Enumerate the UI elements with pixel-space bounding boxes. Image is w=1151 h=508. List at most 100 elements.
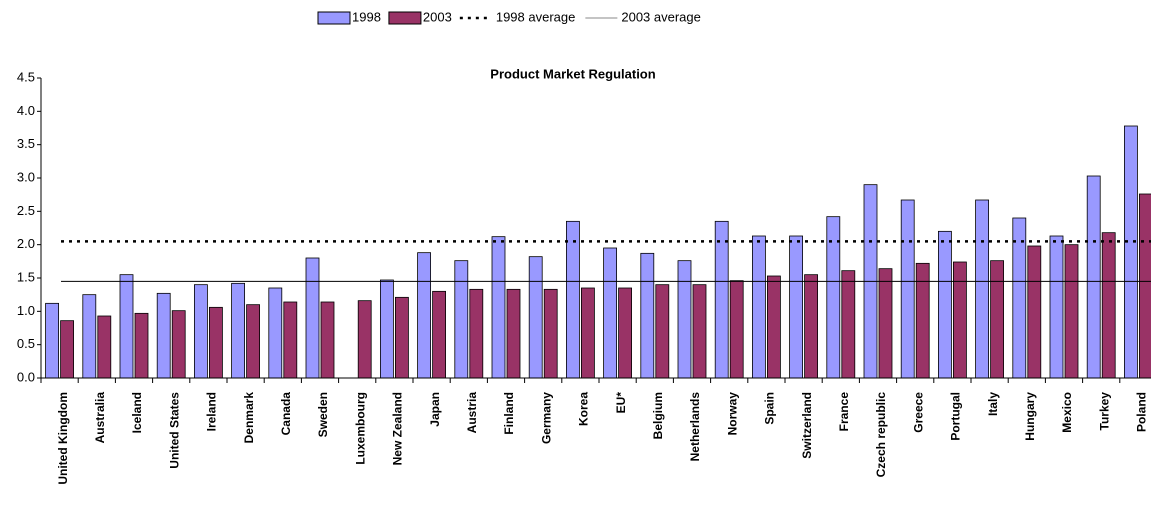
bar xyxy=(45,302,59,379)
bar xyxy=(618,287,632,379)
bar xyxy=(729,280,744,379)
bar xyxy=(1101,232,1116,379)
x-tick-label: Hungary xyxy=(1023,392,1037,441)
bar xyxy=(804,274,818,379)
bar xyxy=(432,290,447,379)
bar xyxy=(208,306,223,379)
bar xyxy=(305,257,320,379)
x-tick-label: Australia xyxy=(93,392,107,444)
x-tick-label: Austria xyxy=(465,392,479,434)
bar xyxy=(1064,244,1079,379)
x-tick-label: United States xyxy=(167,392,181,469)
x-tick-label: Norway xyxy=(725,392,739,436)
y-tick-label: 2.5 xyxy=(17,203,35,218)
y-tick-label: 1.5 xyxy=(17,269,35,284)
bar xyxy=(640,252,655,379)
x-tick-label: Iceland xyxy=(130,392,144,433)
x-tick-label: Denmark xyxy=(242,392,256,444)
legend-label: 1998 xyxy=(352,9,381,24)
legend-swatch xyxy=(388,11,422,25)
x-tick-label: Germany xyxy=(539,392,553,444)
bar xyxy=(506,288,521,379)
bar xyxy=(938,230,952,379)
x-tick-label: Mexico xyxy=(1060,392,1074,433)
legend-label: 2003 average xyxy=(621,9,701,24)
bar xyxy=(1027,245,1042,379)
bar xyxy=(789,235,803,379)
y-tick-label: 2.0 xyxy=(17,236,35,251)
bar xyxy=(231,282,246,379)
bar xyxy=(357,300,372,379)
bar xyxy=(990,260,1004,379)
y-tick-label: 3.0 xyxy=(17,169,35,184)
bar xyxy=(246,304,261,379)
x-tick-label: Turkey xyxy=(1097,392,1111,431)
bar xyxy=(752,235,766,379)
bar xyxy=(953,261,967,379)
bar xyxy=(915,262,930,379)
y-tick-label: 0.0 xyxy=(17,369,35,384)
bar xyxy=(417,252,432,379)
bar xyxy=(469,288,484,379)
x-tick-label: Luxembourg xyxy=(353,392,367,465)
bar xyxy=(1049,235,1064,379)
legend-swatch xyxy=(317,11,351,25)
bar xyxy=(320,301,335,379)
bar xyxy=(134,312,149,379)
bar xyxy=(283,301,298,379)
bar xyxy=(900,199,915,379)
bar xyxy=(171,310,186,379)
bar xyxy=(193,284,208,379)
bar xyxy=(714,220,729,379)
x-tick-label: Switzerland xyxy=(800,392,814,459)
bar xyxy=(692,284,707,379)
x-tick-label: Poland xyxy=(1135,392,1149,432)
x-tick-label: Finland xyxy=(502,392,516,435)
bar xyxy=(975,199,989,379)
bar xyxy=(1139,193,1151,379)
x-tick-label: Japan xyxy=(428,392,442,427)
x-tick-label: Sweden xyxy=(316,392,330,437)
bar xyxy=(82,294,97,379)
bar xyxy=(268,287,283,379)
bar xyxy=(528,256,543,379)
bar xyxy=(878,268,893,379)
bar xyxy=(677,260,692,379)
x-tick-label: Canada xyxy=(279,392,293,436)
bar xyxy=(379,279,394,379)
bar xyxy=(581,287,595,379)
bar xyxy=(603,247,617,379)
x-tick-label: France xyxy=(837,392,851,432)
bar xyxy=(119,274,134,379)
x-tick-label: Belgium xyxy=(651,392,665,439)
bar xyxy=(767,275,781,379)
bar xyxy=(60,320,74,379)
bar xyxy=(655,284,670,379)
bar xyxy=(491,236,506,379)
legend-label: 2003 xyxy=(423,9,452,24)
x-tick-label: Spain xyxy=(763,392,777,425)
y-tick-label: 3.5 xyxy=(17,136,35,151)
x-tick-label: United Kingdom xyxy=(56,392,70,485)
bar xyxy=(841,270,856,379)
bar xyxy=(1124,125,1138,379)
y-tick-label: 0.5 xyxy=(17,336,35,351)
x-tick-label: Ireland xyxy=(205,392,219,431)
x-tick-label: EU* xyxy=(614,392,628,414)
y-tick-label: 4.5 xyxy=(17,69,35,84)
bar xyxy=(97,315,112,379)
chart-title: Product Market Regulation xyxy=(490,66,655,81)
x-tick-label: Italy xyxy=(986,392,1000,416)
x-tick-label: Korea xyxy=(577,392,591,426)
bar xyxy=(543,288,558,379)
x-tick-label: Czech republic xyxy=(874,392,888,478)
x-tick-label: Greece xyxy=(911,392,925,433)
x-tick-label: Netherlands xyxy=(688,392,702,462)
bar xyxy=(566,220,580,379)
bar xyxy=(394,296,409,379)
bar xyxy=(156,292,171,379)
y-tick-label: 1.0 xyxy=(17,303,35,318)
bar xyxy=(454,260,469,379)
y-tick-label: 4.0 xyxy=(17,103,35,118)
